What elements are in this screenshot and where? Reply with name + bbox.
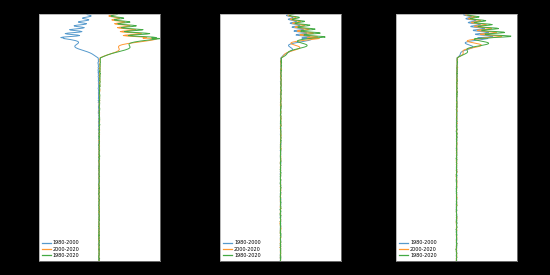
Line: 1980-2000: 1980-2000	[456, 14, 493, 261]
1980-2000	[278, 130, 284, 133]
Line: 1980-2000: 1980-2000	[61, 14, 100, 261]
1980-2020	[277, 215, 284, 218]
Line: 2000-2020: 2000-2020	[98, 14, 157, 261]
1980-2000	[277, 146, 284, 149]
Legend: 1980-2000, 2000-2020, 1980-2020: 1980-2000, 2000-2020, 1980-2020	[398, 240, 438, 259]
Line: 1980-2020: 1980-2020	[280, 14, 325, 261]
Line: 1980-2020: 1980-2020	[98, 14, 161, 261]
Legend: 1980-2000, 2000-2020, 1980-2020: 1980-2000, 2000-2020, 1980-2020	[41, 240, 80, 259]
Line: 2000-2020: 2000-2020	[456, 14, 502, 261]
2000-2020	[453, 260, 460, 263]
1980-2000	[453, 254, 460, 257]
1980-2020	[96, 260, 103, 263]
1980-2000	[277, 160, 284, 163]
1980-2020	[453, 130, 460, 133]
2000-2020	[278, 254, 284, 257]
2000-2020	[96, 131, 102, 134]
2000-2020	[96, 254, 102, 257]
1980-2020	[96, 160, 102, 163]
1980-2000	[96, 254, 103, 257]
Line: 1980-2000: 1980-2000	[280, 14, 312, 261]
2000-2020	[453, 131, 460, 134]
1980-2020	[453, 160, 460, 163]
2000-2020	[96, 260, 102, 263]
1980-2020	[277, 131, 284, 134]
1980-2000	[287, 12, 293, 15]
1980-2020	[291, 12, 298, 15]
2000-2020	[277, 131, 284, 134]
2000-2020	[277, 260, 284, 263]
1980-2000	[463, 12, 469, 15]
1980-2020	[277, 130, 284, 133]
1980-2020	[277, 160, 284, 163]
1980-2000	[453, 146, 460, 149]
2000-2020	[96, 215, 103, 218]
1980-2000	[96, 146, 102, 149]
1980-2000	[453, 130, 459, 133]
2000-2020	[453, 215, 460, 218]
1980-2020	[453, 260, 459, 263]
1980-2000	[453, 160, 460, 163]
1980-2020	[453, 254, 460, 257]
1980-2000	[96, 260, 102, 263]
1980-2020	[468, 12, 474, 15]
1980-2000	[454, 131, 460, 134]
2000-2020	[453, 160, 460, 163]
1980-2020	[96, 130, 103, 133]
2000-2020	[465, 12, 471, 15]
2000-2020	[278, 146, 284, 149]
1980-2000	[95, 131, 102, 134]
1980-2020	[453, 215, 460, 218]
1980-2000	[278, 215, 284, 218]
1980-2000	[278, 131, 284, 134]
2000-2020	[277, 130, 284, 133]
2000-2020	[96, 146, 102, 149]
1980-2020	[277, 260, 284, 263]
1980-2020	[96, 254, 102, 257]
2000-2020	[454, 146, 460, 149]
1980-2020	[113, 12, 119, 15]
2000-2020	[96, 130, 103, 133]
1980-2020	[96, 146, 102, 149]
2000-2020	[96, 160, 103, 163]
2000-2020	[453, 254, 460, 257]
2000-2020	[454, 130, 460, 133]
1980-2000	[96, 130, 102, 133]
1980-2000	[96, 215, 103, 218]
1980-2000	[84, 12, 91, 15]
1980-2020	[96, 215, 103, 218]
Line: 2000-2020: 2000-2020	[280, 14, 320, 261]
1980-2000	[277, 254, 283, 257]
Line: 1980-2020: 1980-2020	[456, 14, 511, 261]
1980-2020	[277, 146, 284, 149]
2000-2020	[289, 12, 295, 15]
2000-2020	[277, 215, 284, 218]
1980-2020	[277, 254, 284, 257]
1980-2000	[454, 215, 460, 218]
Legend: 1980-2000, 2000-2020, 1980-2020: 1980-2000, 2000-2020, 1980-2020	[222, 240, 262, 259]
1980-2020	[453, 131, 460, 134]
1980-2000	[453, 260, 460, 263]
2000-2020	[277, 160, 284, 163]
1980-2020	[96, 131, 103, 134]
1980-2020	[453, 146, 460, 149]
2000-2020	[110, 12, 117, 15]
1980-2000	[95, 160, 102, 163]
1980-2000	[277, 260, 284, 263]
